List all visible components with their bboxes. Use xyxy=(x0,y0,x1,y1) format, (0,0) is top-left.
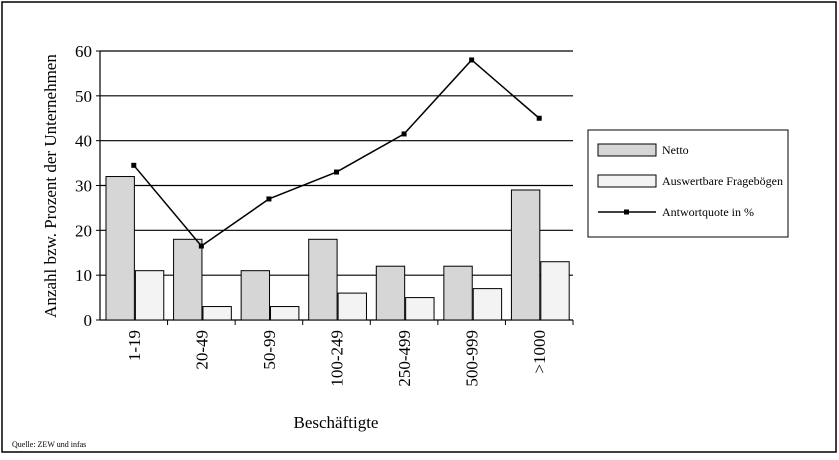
bar xyxy=(405,297,435,321)
y-tick-label: 0 xyxy=(84,311,93,330)
x-tick-label: 1-19 xyxy=(125,330,144,361)
legend-label: Antwortquote in % xyxy=(662,205,754,219)
bar xyxy=(202,306,232,321)
line-marker xyxy=(131,162,137,168)
bar xyxy=(134,270,165,321)
y-tick-label: 20 xyxy=(75,221,92,240)
x-axis-label: Beschäftigte xyxy=(294,413,379,432)
x-tick-label: >1000 xyxy=(530,330,549,374)
y-tick-label: 40 xyxy=(75,132,92,151)
y-tick-label: 30 xyxy=(75,177,92,196)
bar xyxy=(308,238,338,321)
bar xyxy=(240,270,271,321)
y-tick-label: 50 xyxy=(75,87,92,106)
legend-label: Netto xyxy=(662,143,689,157)
bar xyxy=(105,176,135,321)
y-tick-label: 10 xyxy=(75,266,92,285)
bar xyxy=(337,292,367,321)
line-marker xyxy=(334,169,339,175)
y-axis-label: Anzahl bzw. Prozent der Unternehmen xyxy=(41,54,60,318)
x-tick-label: 100-249 xyxy=(328,330,347,387)
line-marker xyxy=(469,57,475,63)
bar xyxy=(375,265,406,321)
line-marker xyxy=(536,115,542,121)
line-marker xyxy=(401,131,407,137)
x-tick-label: 500-999 xyxy=(463,330,482,387)
x-tick-label: 50-99 xyxy=(260,330,279,370)
x-tick-label: 20-49 xyxy=(192,330,211,370)
bar xyxy=(443,265,473,321)
bar xyxy=(510,189,541,321)
bar xyxy=(173,238,203,321)
legend-swatch xyxy=(597,143,657,157)
x-tick-label: 250-499 xyxy=(395,330,414,387)
bar xyxy=(472,288,503,321)
y-tick-label: 60 xyxy=(75,42,92,61)
legend-marker xyxy=(624,209,629,215)
line-marker xyxy=(266,196,272,202)
line-marker xyxy=(198,243,204,249)
legend-label: Auswertbare Fragebögen xyxy=(662,174,783,188)
bar xyxy=(540,261,570,321)
source-note: Quelle: ZEW und infas xyxy=(12,440,86,449)
legend-swatch xyxy=(597,174,657,188)
bar xyxy=(270,306,300,321)
